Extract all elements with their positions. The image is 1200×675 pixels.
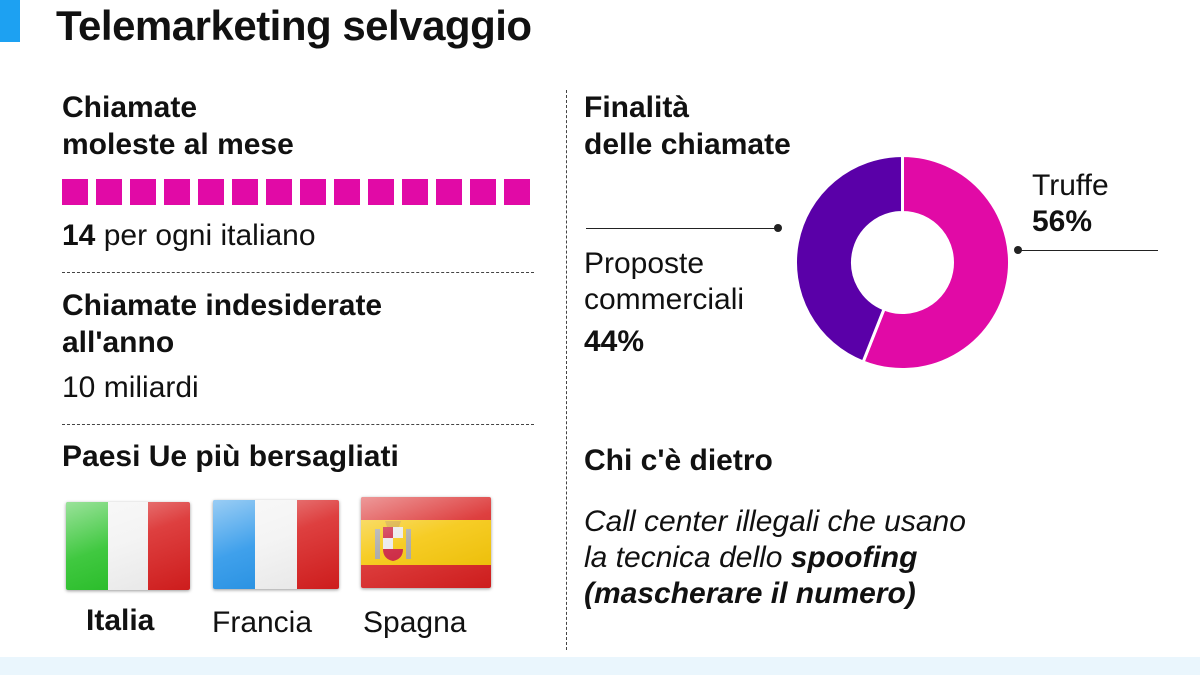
call-square	[436, 179, 462, 205]
who-line1: Call center illegali che usano	[584, 505, 966, 538]
yearly-heading-line1: Chiamate indesiderate	[62, 289, 383, 322]
monthly-heading-line1: Chiamate	[62, 91, 198, 124]
france-flag-icon	[213, 500, 339, 589]
monthly-value: 14	[62, 219, 96, 252]
call-square	[130, 179, 156, 205]
call-square	[402, 179, 428, 205]
call-square	[470, 179, 496, 205]
who-heading: Chi c'è dietro	[584, 444, 773, 477]
leader-line-truffe	[1018, 250, 1158, 251]
donut-chart	[794, 153, 1011, 371]
donut-slice-1	[794, 153, 904, 364]
who-line2-bold: spoofing	[790, 541, 918, 574]
slice-value-truffe: 56%	[1032, 205, 1093, 238]
monthly-unit: per ogni italiano	[103, 219, 316, 252]
chart-title-line1: Finalità	[584, 91, 690, 124]
call-square	[96, 179, 122, 205]
call-square	[266, 179, 292, 205]
monthly-squares	[62, 179, 530, 205]
page-title: Telemarketing selvaggio	[56, 2, 532, 49]
slice-label-truffe: Truffe	[1032, 169, 1109, 202]
who-line3: (mascherare il numero)	[584, 577, 916, 610]
call-square	[368, 179, 394, 205]
chart-title-line2: delle chiamate	[584, 128, 791, 161]
column-divider	[566, 90, 567, 650]
call-square	[300, 179, 326, 205]
countries-heading: Paesi Ue più bersagliati	[62, 440, 399, 473]
leader-dot-proposte	[774, 224, 782, 232]
leader-dot-truffe	[1014, 246, 1022, 254]
call-square	[504, 179, 530, 205]
who-line2: la tecnica dello spoofing	[584, 540, 917, 576]
call-square	[232, 179, 258, 205]
accent-bar	[0, 0, 20, 42]
slice-value-proposte: 44%	[584, 325, 645, 358]
country-label-italia: Italia	[86, 604, 155, 637]
yearly-heading-line2: all'anno	[62, 326, 175, 359]
yearly-value: 10 miliardi	[62, 371, 199, 404]
call-square	[62, 179, 88, 205]
divider-2	[62, 424, 534, 425]
slice-label-proposte-line2: commerciali	[584, 283, 745, 316]
country-label-spagna: Spagna	[363, 606, 467, 639]
donut-slice-0	[861, 153, 1011, 371]
spain-flag-icon	[361, 497, 491, 588]
bottom-band	[0, 657, 1200, 675]
divider-1	[62, 272, 534, 273]
country-label-francia: Francia	[212, 606, 313, 639]
call-square	[164, 179, 190, 205]
who-line2-prefix: la tecnica dello	[584, 541, 791, 574]
italy-flag-icon	[66, 502, 190, 590]
slice-label-proposte-line1: Proposte	[584, 247, 705, 280]
monthly-caption: 14 per ogni italiano	[62, 218, 316, 254]
call-square	[334, 179, 360, 205]
call-square	[198, 179, 224, 205]
leader-line-proposte	[586, 228, 778, 229]
monthly-heading-line2: moleste al mese	[62, 128, 294, 161]
